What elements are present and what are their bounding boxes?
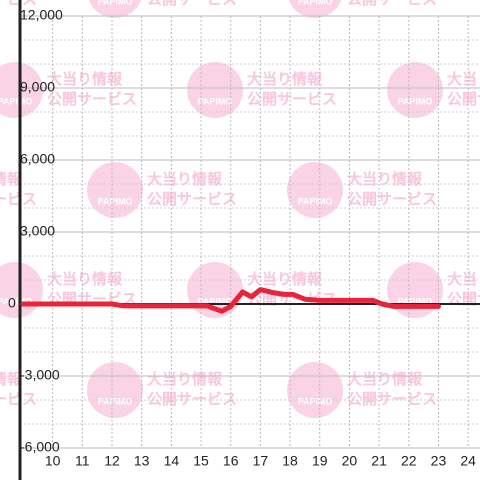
x-tick-label: 13: [134, 453, 150, 469]
watermark-line1: 大当り情報: [447, 270, 480, 288]
watermark-line1: 大当り情報: [447, 70, 480, 88]
y-tick-label: -6,000: [20, 439, 60, 455]
watermark-line1: 大当り情報: [47, 70, 123, 88]
watermark-circle: [87, 362, 143, 418]
x-tick-label: 15: [193, 453, 209, 469]
watermark-brand: PAPIMO: [0, 96, 32, 106]
watermark-line1: 大当り情報: [347, 170, 423, 188]
x-tick-label: 19: [312, 453, 328, 469]
y-tick-label: 12,000: [20, 7, 63, 23]
watermark-circle: [387, 262, 443, 318]
watermark-line2: 公開サービス: [347, 0, 437, 8]
x-tick-label: 12: [104, 453, 120, 469]
x-tick-label: 22: [401, 453, 417, 469]
watermark-line1: 大当り情報: [247, 70, 323, 88]
watermark-line2: 公開サービス: [147, 0, 237, 8]
x-tick-label: 21: [371, 453, 387, 469]
grid-layer: -6,000 -3,000 0 3,000 6,000 9,000 12,000 10 11 12…: [8, 0, 480, 480]
watermark-circle: [187, 62, 243, 118]
x-tick-label: 23: [431, 453, 447, 469]
watermark-line1: 大当り情報: [47, 270, 123, 288]
watermark-line2: 公開サービス: [147, 391, 237, 408]
watermark-line1: 大当り情報: [147, 170, 223, 188]
watermark-circle: [387, 62, 443, 118]
watermark-brand: PAPIMO: [398, 96, 433, 106]
watermark-line1: 大当り情報: [247, 270, 323, 288]
watermark-circle: [288, 0, 342, 18]
x-tick-label: 10: [45, 453, 61, 469]
watermark-circle: [88, 0, 142, 18]
y-tick-label: -3,000: [20, 367, 60, 383]
watermark-circle: [287, 162, 343, 218]
watermark-layer: PAPIMO大当り情報公開サービスPAPIMO大当り情報公開サービスPAPIMO…: [0, 0, 480, 418]
watermark-brand: PAPIMO: [98, 0, 133, 6]
x-tick-label: 24: [460, 453, 476, 469]
watermark-line1: 大当り情報: [147, 370, 223, 388]
watermark-circle: [87, 162, 143, 218]
watermark-line1: 大当り情報: [0, 170, 23, 188]
marks-layer: [20, 287, 441, 314]
x-tick-label: 14: [164, 453, 180, 469]
watermark-brand: PAPIMO: [398, 296, 433, 306]
y-tick-label: 0: [8, 295, 16, 311]
watermark-line2: 公開サービス: [447, 91, 480, 108]
watermark-line1: 大当り情報: [347, 370, 423, 388]
watermark-brand: PAPIMO: [298, 196, 333, 206]
watermark-brand: PAPIMO: [198, 96, 233, 106]
series-line: [20, 287, 441, 314]
x-tick-label: 17: [253, 453, 269, 469]
watermark-line2: 公開サービス: [247, 91, 337, 108]
x-tick-label: 20: [342, 453, 358, 469]
watermark-brand: PAPIMO: [198, 296, 233, 306]
watermark-brand: PAPIMO: [298, 0, 333, 6]
watermark-line2: 公開サービス: [47, 91, 137, 108]
y-tick-label: 3,000: [20, 223, 55, 239]
x-tick-label: 18: [282, 453, 298, 469]
watermark-brand: PAPIMO: [298, 396, 333, 406]
x-tick-label: 11: [75, 453, 90, 469]
watermark-brand: PAPIMO: [0, 296, 32, 306]
watermark-line2: 公開サービス: [447, 291, 480, 308]
watermark-line2: 公開サービス: [347, 191, 437, 208]
y-tick-label: 6,000: [20, 151, 55, 167]
watermark-circle: [287, 362, 343, 418]
y-tick-label: 9,000: [20, 79, 55, 95]
watermark-brand: PAPIMO: [98, 396, 133, 406]
watermark-line1: 大当り情報: [0, 370, 23, 388]
watermark-line2: 公開サービス: [347, 391, 437, 408]
watermark-line2: 公開サービス: [147, 191, 237, 208]
watermark-brand: PAPIMO: [98, 196, 133, 206]
x-tick-label: 16: [223, 453, 239, 469]
